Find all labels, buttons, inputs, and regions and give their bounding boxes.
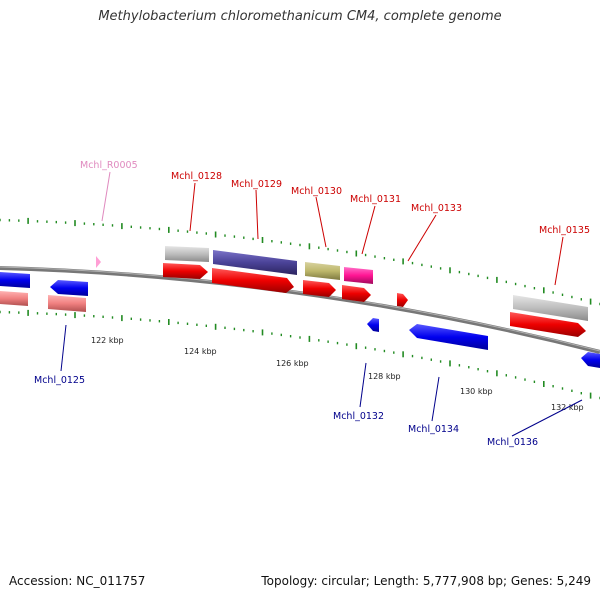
gene-arrow-0132 [367,318,379,332]
gene-arrow-0125 [50,280,88,296]
gene-label-0129: Mchl_0129 [231,179,282,190]
gene-fragment-forward-left [0,272,30,288]
leader-line-0133 [407,214,437,262]
gene-label-0132: Mchl_0132 [333,411,384,422]
forward-tick-row [0,217,600,306]
gene-label-0136: Mchl_0136 [487,437,538,448]
feature-bar-pink-0131 [344,267,373,284]
feature-bar-purple-0129 [213,250,297,275]
feature-bar-gray-0135 [513,295,588,321]
gene-label-0125: Mchl_0125 [34,375,85,386]
map-title: Methylobacterium chloromethanicum CM4, c… [98,9,502,24]
leader-line-0125 [60,324,67,372]
gene-arrow-0128 [163,263,208,279]
tick-label-122kbp: 122 kbp [91,336,124,345]
rna-feature-r0005 [96,256,101,268]
tick-label-124kbp: 124 kbp [184,347,217,356]
leader-line-0128 [189,182,196,232]
gene-arrow-0134 [409,324,488,350]
gene-label-0128: Mchl_0128 [171,171,222,182]
feature-bar-gray-0128 [165,246,209,262]
gene-label-0130: Mchl_0130 [291,186,342,197]
gene-arrow-0133 [397,293,408,307]
reverse-tick-row [0,309,600,400]
leader-line-0136 [511,399,583,437]
gene-label-0134: Mchl_0134 [408,424,459,435]
leader-line-0130 [315,196,327,248]
gene-arrow-0135 [510,312,586,337]
gene-fragment-salmon-left [0,291,28,306]
gene-label-0131: Mchl_0131 [350,194,401,205]
tick-label-130kbp: 130 kbp [460,387,493,396]
tick-label-128kbp: 128 kbp [368,372,401,381]
gene-arrow-0130 [303,280,336,297]
leader-line-0134 [431,376,440,422]
feature-bar-olive-0130 [305,262,340,280]
leader-line-r0005 [101,171,111,222]
gene-label-0135: Mchl_0135 [539,225,590,236]
gene-arrow-0129 [212,268,294,293]
leader-line-0129 [255,189,259,240]
leader-line-0135 [554,236,564,286]
gene-arrow-0136 [581,352,600,368]
genome-backbone [0,266,600,354]
accession-text: Accession: NC_011757 [9,574,146,588]
feature-bar-salmon-0125 [48,295,86,312]
leader-line-0131 [361,205,376,255]
tick-label-126kbp: 126 kbp [276,359,309,368]
genome-summary-text: Topology: circular; Length: 5,777,908 bp… [261,574,591,588]
gene-label-r0005: Mchl_R0005 [80,160,138,171]
leader-line-0132 [359,362,367,408]
gene-arrow-0131 [342,285,371,302]
gene-label-0133: Mchl_0133 [411,203,462,214]
